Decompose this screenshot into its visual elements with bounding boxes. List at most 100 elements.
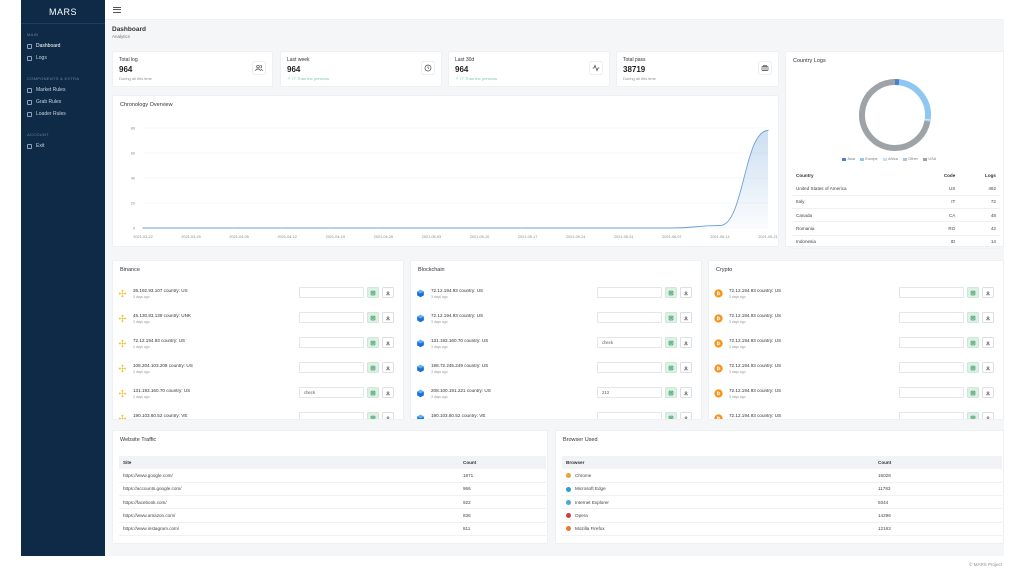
download-button[interactable] — [680, 362, 692, 373]
stat-note: During all this time — [119, 76, 152, 81]
site-link[interactable]: https://www.google.com/ — [119, 469, 459, 483]
hamburger-menu-icon[interactable] — [113, 6, 121, 13]
site-link[interactable]: https://www.instagram.com/ — [119, 522, 459, 536]
note-input[interactable] — [299, 337, 364, 348]
save-button[interactable] — [967, 287, 979, 298]
save-icon — [668, 390, 674, 395]
legend-item: Asia — [842, 157, 855, 161]
legend-swatch-other — [902, 157, 907, 161]
download-button[interactable] — [382, 412, 394, 419]
save-button[interactable] — [967, 362, 979, 373]
note-input[interactable] — [899, 362, 964, 373]
download-button[interactable] — [382, 337, 394, 348]
save-button[interactable] — [665, 312, 677, 323]
note-input[interactable]: check — [299, 387, 364, 398]
code-cell: CA — [917, 208, 960, 223]
site-link[interactable]: https://www.amazon.com/ — [119, 508, 459, 523]
note-input[interactable]: 213 — [597, 387, 662, 398]
save-button[interactable] — [665, 337, 677, 348]
save-button[interactable] — [367, 312, 379, 323]
x-tick-label: 2021-05-31 — [614, 235, 633, 239]
note-input[interactable] — [299, 312, 364, 323]
save-button[interactable] — [967, 337, 979, 348]
note-input[interactable] — [899, 287, 964, 298]
main-content: Dashboard Analytics Total log 964 During… — [105, 0, 1004, 556]
log-row: 72.12.194.93 country: US 3 days ago — [118, 336, 399, 356]
col-count: Count — [459, 456, 546, 469]
save-button[interactable] — [367, 412, 379, 419]
log-row: 108.204.103.209 country: US 3 days ago — [118, 361, 399, 381]
site-link[interactable]: https://accounts.google.com/ — [119, 482, 459, 497]
log-ip: 131.193.160.70 country: US — [133, 388, 191, 393]
sidebar-item-label: Dashboard — [36, 43, 61, 49]
website-traffic-card: Website Traffic Site Count https://www.g… — [112, 430, 548, 544]
note-input[interactable] — [597, 312, 662, 323]
note-input[interactable] — [899, 412, 964, 419]
code-cell: RO — [917, 221, 960, 236]
table-header-row: Site Count — [119, 456, 546, 469]
log-time: 3 days ago — [729, 370, 746, 374]
download-button[interactable] — [382, 287, 394, 298]
save-button[interactable] — [665, 387, 677, 398]
save-button[interactable] — [967, 312, 979, 323]
save-button[interactable] — [967, 412, 979, 419]
sidebar-item-grab-rules[interactable]: Grab Rules — [21, 96, 105, 108]
note-input[interactable] — [299, 287, 364, 298]
save-button[interactable] — [367, 287, 379, 298]
download-button[interactable] — [680, 412, 692, 419]
stat-card-last-week: Last week 964 ↗ 77 Than the previous — [280, 51, 442, 87]
stat-label: Last 30d — [455, 57, 475, 63]
save-icon — [970, 315, 976, 320]
log-ip: 72.12.194.93 country: US — [133, 338, 186, 343]
save-button[interactable] — [665, 412, 677, 419]
note-input[interactable] — [597, 287, 662, 298]
sidebar-item-exit[interactable]: Exit — [21, 140, 105, 152]
save-button[interactable] — [367, 337, 379, 348]
sidebar-item-dashboard[interactable]: Dashboard — [21, 40, 105, 52]
sidebar-item-loader-rules[interactable]: Loader Rules — [21, 108, 105, 120]
download-button[interactable] — [982, 387, 994, 398]
note-input[interactable] — [299, 362, 364, 373]
note-input[interactable] — [899, 312, 964, 323]
download-button[interactable] — [680, 387, 692, 398]
download-button[interactable] — [982, 412, 994, 419]
save-button[interactable] — [665, 362, 677, 373]
download-button[interactable] — [982, 287, 994, 298]
download-button[interactable] — [982, 312, 994, 323]
download-button[interactable] — [382, 362, 394, 373]
country-cell: Indonesia — [792, 235, 918, 249]
log-time: 3 days ago — [431, 295, 448, 299]
sidebar-item-label: Loader Rules — [36, 111, 66, 117]
note-input[interactable] — [597, 412, 662, 419]
download-button[interactable] — [680, 312, 692, 323]
note-input[interactable] — [597, 362, 662, 373]
site-link[interactable]: https://facebook.com/ — [119, 495, 459, 510]
sidebar-item-logs[interactable]: Logs — [21, 52, 105, 64]
donut-slice-europe — [898, 79, 931, 120]
sidebar-item-market-rules[interactable]: Market Rules — [21, 84, 105, 96]
save-button[interactable] — [665, 287, 677, 298]
note-input[interactable]: check — [597, 337, 662, 348]
note-input[interactable] — [899, 337, 964, 348]
browser-used-title: Browser Used — [563, 437, 598, 443]
y-tick-label: 60 — [131, 151, 135, 155]
download-button[interactable] — [680, 337, 692, 348]
download-button[interactable] — [982, 362, 994, 373]
log-row: ₿ 72.12.194.93 country: US 3 days ago — [714, 311, 999, 331]
bitcoin-coin-icon: ₿ — [714, 389, 723, 398]
x-tick-label: 2021-04-19 — [326, 235, 345, 239]
chart-title: Chronology Overview — [120, 102, 173, 108]
save-button[interactable] — [967, 387, 979, 398]
note-input[interactable] — [899, 387, 964, 398]
download-button[interactable] — [382, 312, 394, 323]
download-button[interactable] — [680, 287, 692, 298]
save-button[interactable] — [367, 387, 379, 398]
donut-slice-usa — [859, 79, 931, 151]
svg-text:₿: ₿ — [717, 365, 721, 372]
note-input[interactable] — [299, 412, 364, 419]
website-traffic-title: Website Traffic — [120, 437, 157, 443]
save-button[interactable] — [367, 362, 379, 373]
download-button[interactable] — [382, 387, 394, 398]
download-button[interactable] — [982, 337, 994, 348]
download-icon — [684, 290, 688, 295]
